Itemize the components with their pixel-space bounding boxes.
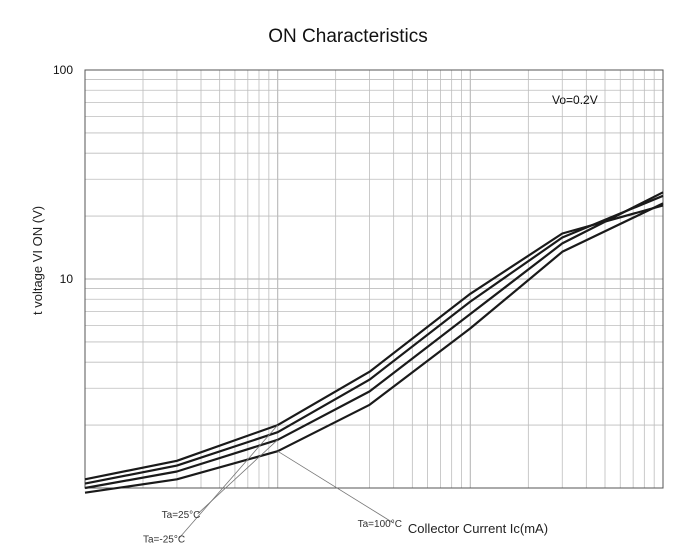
y-axis-title: t voltage VI ON (V) bbox=[30, 206, 45, 315]
series-label-leader bbox=[178, 424, 278, 539]
series-labels: Ta=-25°C Ta=25°C Ta=100°C bbox=[143, 424, 402, 545]
series-line bbox=[84, 191, 664, 490]
plot-frame bbox=[84, 69, 664, 489]
series-label: Ta=100°C bbox=[358, 519, 402, 530]
chart-title: ON Characteristics bbox=[268, 26, 427, 47]
series-lines bbox=[84, 191, 664, 494]
series-label: Ta=25°C bbox=[162, 510, 201, 521]
series-label-leader bbox=[197, 439, 278, 515]
y-tick-labels: 100 10 bbox=[53, 63, 73, 286]
y-tick-label: 10 bbox=[60, 272, 74, 286]
series-label-leader bbox=[277, 450, 394, 524]
series-line bbox=[84, 204, 664, 481]
series-line bbox=[84, 202, 664, 494]
x-axis-title: Collector Current Ic(mA) bbox=[408, 521, 548, 536]
y-tick-label: 100 bbox=[53, 63, 73, 77]
annotation-vo: Vo=0.2V bbox=[552, 93, 598, 107]
grid-lines bbox=[85, 70, 663, 488]
series-line bbox=[84, 194, 664, 485]
series-label: Ta=-25°C bbox=[143, 534, 185, 545]
